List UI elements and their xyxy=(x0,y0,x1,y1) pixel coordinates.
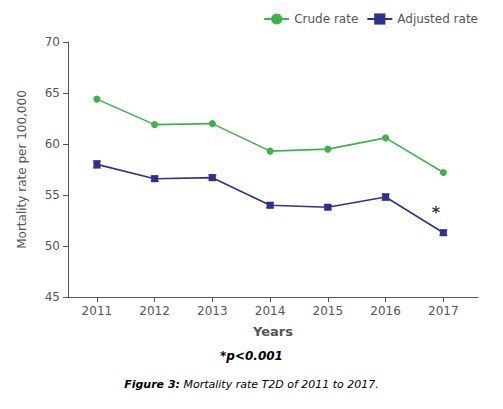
svg-text:45: 45 xyxy=(45,290,60,304)
svg-text:50: 50 xyxy=(45,239,60,253)
svg-text:Mortality rate per 100,000: Mortality rate per 100,000 xyxy=(15,90,29,249)
svg-text:2013: 2013 xyxy=(197,304,228,318)
svg-text:2016: 2016 xyxy=(370,304,401,318)
svg-text:2011: 2011 xyxy=(82,304,113,318)
svg-text:*p<0.001: *p<0.001 xyxy=(220,349,283,363)
svg-text:2012: 2012 xyxy=(139,304,170,318)
svg-text:70: 70 xyxy=(45,35,60,49)
svg-text:Crude rate: Crude rate xyxy=(294,12,358,26)
svg-text:55: 55 xyxy=(45,188,60,202)
svg-text:60: 60 xyxy=(45,137,60,151)
svg-text:Adjusted rate: Adjusted rate xyxy=(397,12,478,26)
svg-text:*: * xyxy=(432,203,441,222)
svg-text:65: 65 xyxy=(45,86,60,100)
svg-text:2017: 2017 xyxy=(428,304,459,318)
svg-text:Mortality rate T2D of 2011 to: Mortality rate T2D of 2011 to 2017. xyxy=(180,378,379,391)
svg-text:2014: 2014 xyxy=(255,304,286,318)
svg-text:Figure 3:: Figure 3: xyxy=(124,378,180,391)
svg-text:Years: Years xyxy=(252,324,293,339)
svg-text:2015: 2015 xyxy=(313,304,344,318)
